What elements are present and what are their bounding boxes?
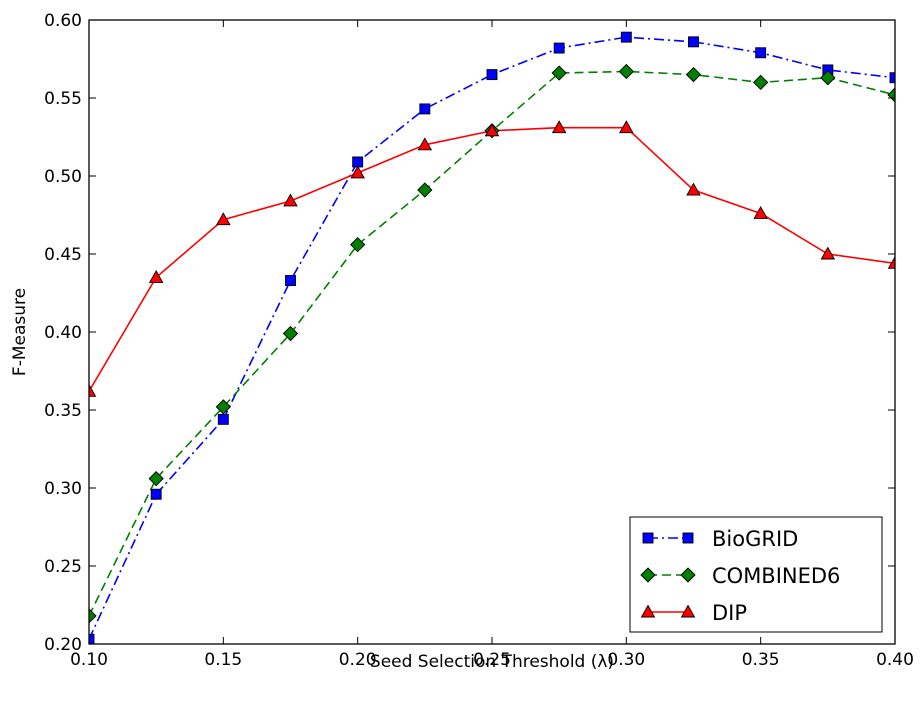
y-tick-label: 0.55 bbox=[44, 89, 82, 109]
y-tick-label: 0.40 bbox=[44, 323, 82, 343]
data-point-biogrid bbox=[755, 47, 767, 59]
legend-label-combined6: COMBINED6 bbox=[712, 564, 840, 588]
y-tick-label: 0.35 bbox=[44, 401, 82, 421]
series-markers bbox=[89, 31, 895, 644]
x-tick-label: 0.35 bbox=[742, 650, 780, 670]
data-point-biogrid bbox=[688, 36, 699, 48]
x-tick-label: 0.25 bbox=[473, 650, 511, 670]
data-point-combined6 bbox=[551, 65, 567, 81]
data-point-biogrid bbox=[553, 42, 565, 54]
data-point-dip bbox=[350, 165, 365, 179]
data-point-biogrid bbox=[217, 413, 229, 425]
data-point-dip bbox=[148, 269, 164, 283]
data-point-biogrid bbox=[486, 69, 498, 81]
data-point-combined6 bbox=[685, 66, 702, 83]
legend: BioGRID COMBINED6 DIP bbox=[629, 516, 883, 633]
data-point-combined6 bbox=[148, 471, 164, 487]
data-point-combined6 bbox=[618, 63, 634, 80]
data-point-biogrid bbox=[285, 275, 296, 286]
data-point-dip bbox=[887, 255, 895, 269]
data-point-dip bbox=[820, 246, 836, 260]
legend-label-dip: DIP bbox=[712, 601, 747, 625]
data-point-dip bbox=[216, 212, 231, 226]
legend-label-biogrid: BioGRID bbox=[712, 527, 798, 551]
data-point-dip bbox=[619, 120, 634, 134]
legend-marker-dip bbox=[640, 604, 656, 618]
y-axis-title: F-Measure bbox=[10, 288, 30, 376]
x-tick-label: 0.30 bbox=[607, 650, 645, 670]
data-point-combined6 bbox=[350, 237, 366, 253]
y-tick-label: 0.50 bbox=[44, 167, 82, 187]
data-point-biogrid bbox=[620, 31, 632, 43]
y-tick-label: 0.30 bbox=[44, 479, 82, 499]
data-point-combined6 bbox=[820, 70, 836, 86]
x-tick-label: 0.15 bbox=[204, 650, 242, 670]
y-tick-label: 0.45 bbox=[44, 245, 82, 265]
legend-marker-dip bbox=[680, 604, 696, 618]
series-line-dip bbox=[89, 126, 895, 392]
data-point-dip bbox=[753, 206, 768, 219]
data-point-combined6 bbox=[417, 182, 433, 198]
data-point-dip bbox=[417, 137, 433, 151]
y-tick-label: 0.20 bbox=[44, 635, 82, 655]
legend-marker-biogrid bbox=[642, 532, 654, 544]
x-tick-label: 0.40 bbox=[876, 650, 914, 670]
y-tick-label: 0.60 bbox=[44, 11, 82, 31]
data-point-dip bbox=[283, 193, 298, 207]
data-point-combined6 bbox=[753, 74, 769, 91]
data-point-dip bbox=[686, 182, 701, 196]
x-tick-label: 0.20 bbox=[339, 650, 377, 670]
y-tick-label: 0.25 bbox=[44, 557, 82, 577]
data-point-biogrid bbox=[352, 156, 364, 168]
data-point-combined6 bbox=[89, 608, 97, 624]
data-point-biogrid bbox=[889, 72, 895, 84]
legend-marker-combined6 bbox=[640, 567, 656, 583]
data-point-combined6 bbox=[282, 325, 299, 342]
legend-marker-biogrid bbox=[682, 532, 694, 544]
data-point-biogrid bbox=[89, 633, 95, 644]
axis-ticks: 0.10 0.15 0.20 0.25 0.30 0.35 0.40 0.20 0.25 0.30… bbox=[44, 11, 914, 670]
data-point-dip bbox=[484, 123, 500, 137]
legend-box bbox=[629, 516, 883, 633]
x-tick-label: 0.10 bbox=[70, 650, 108, 670]
data-point-biogrid bbox=[150, 488, 162, 500]
data-point-combined6 bbox=[215, 399, 231, 415]
x-axis-title: Seed Selection Threshold (λ) bbox=[370, 652, 614, 672]
data-point-biogrid bbox=[419, 103, 431, 115]
legend-marker-combined6 bbox=[680, 567, 696, 583]
data-point-dip bbox=[551, 120, 567, 134]
data-point-dip bbox=[89, 383, 97, 397]
